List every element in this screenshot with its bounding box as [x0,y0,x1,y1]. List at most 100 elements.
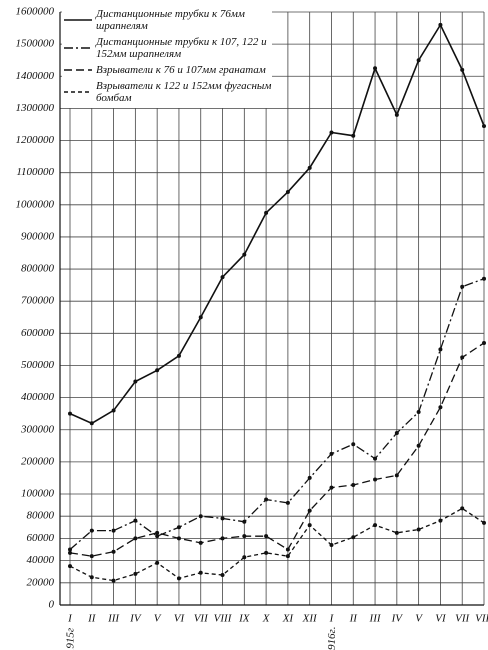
data-point [155,368,160,373]
data-point [133,379,138,384]
series-line [69,342,485,557]
data-point [416,410,421,415]
y-tick-label: 400000 [21,391,55,403]
data-point [351,483,356,488]
data-point [416,58,421,63]
data-point [438,22,443,27]
y-tick-label: 600000 [21,327,55,339]
x-tick-label: VI [435,613,447,625]
legend-swatch [64,19,92,21]
data-point [373,66,378,71]
data-point [373,477,378,482]
legend-swatch [64,91,92,93]
y-tick-label: 40000 [27,554,55,566]
y-tick-label: 800000 [21,263,55,275]
data-point [438,347,443,352]
data-point [220,275,225,280]
x-tick-label: VI [174,613,186,625]
data-point [111,549,116,554]
y-tick-label: 1100000 [16,166,54,178]
data-point [482,124,486,129]
data-point [242,252,247,257]
data-point [482,520,486,525]
x-tick-label: III [107,613,120,625]
y-tick-label: 900000 [21,230,55,242]
data-point [394,473,399,478]
data-point [351,535,356,540]
legend: Дистанционные трубки к 76мм шрапнелям Дис… [62,8,272,108]
data-point [351,442,356,447]
data-point [394,112,399,117]
data-point [329,543,334,548]
y-tick-label: 1400000 [16,70,55,82]
y-tick-label: 1200000 [16,134,55,146]
data-point [133,536,138,541]
data-point [198,570,203,575]
data-point [176,536,181,541]
data-point [176,576,181,581]
x-tick-label: VII [455,613,470,625]
x-tick-label: IV [129,613,142,625]
data-point [329,130,334,135]
data-point [89,528,94,533]
data-point [373,523,378,528]
data-point [482,276,486,281]
data-point [198,540,203,545]
data-point [416,527,421,532]
data-point [111,528,116,533]
y-tick-label: 0 [49,599,55,611]
legend-label: Дистанционные трубки к 76мм шрапнелям [96,8,245,32]
x-tick-label: III [369,613,382,625]
data-point [285,189,290,194]
data-point [351,133,356,138]
legend-entry: Взрыватели к 76 и 107мм гранатам [62,64,272,76]
legend-swatch [64,69,92,71]
legend-entry: Дистанционные трубки к 107, 122 и 152мм … [62,36,272,60]
y-tick-label: 20000 [27,576,55,588]
data-point [242,555,247,560]
x-tick-label: IV [391,613,404,625]
legend-swatch [64,47,92,49]
legend-label: Взрыватели к 76 и 107мм гранатам [96,64,266,76]
data-point [242,519,247,524]
data-point [89,421,94,426]
series-line [69,507,485,582]
x-tick-label: I [67,613,73,625]
x-tick-label: XI [282,613,295,625]
data-point [394,430,399,435]
data-point [416,443,421,448]
x-tick-label: II [349,613,359,625]
data-point [155,530,160,535]
x-tick-label: VIII [214,613,233,625]
x-tick-label: IX [238,613,251,625]
x-tick-label: X [262,613,271,625]
y-tick-label: 1500000 [16,38,55,50]
data-point [264,497,269,502]
x-tick-label: VII [194,613,209,625]
legend-label: Взрыватели к 122 и 152мм фугасным бомбам [96,80,272,104]
data-point [373,456,378,461]
data-point [111,408,116,413]
series-line [69,278,485,550]
data-point [394,530,399,535]
data-point [89,554,94,559]
y-tick-label: 100000 [21,488,55,500]
x-tick-label: II [87,613,97,625]
data-point [482,340,486,345]
data-point [264,534,269,539]
data-point [285,554,290,559]
data-point [220,536,225,541]
y-tick-label: 1300000 [16,102,55,114]
data-point [438,405,443,410]
data-point [133,571,138,576]
x-tick-label: V [154,613,162,625]
data-point [155,534,160,539]
data-point [68,547,72,552]
y-tick-label: 60000 [27,532,55,544]
data-point [307,475,312,480]
y-tick-label: 200000 [21,455,55,467]
data-point [133,518,138,523]
data-point [460,67,465,72]
x-tick-label: XII [302,613,318,625]
y-tick-label: 500000 [21,359,55,371]
